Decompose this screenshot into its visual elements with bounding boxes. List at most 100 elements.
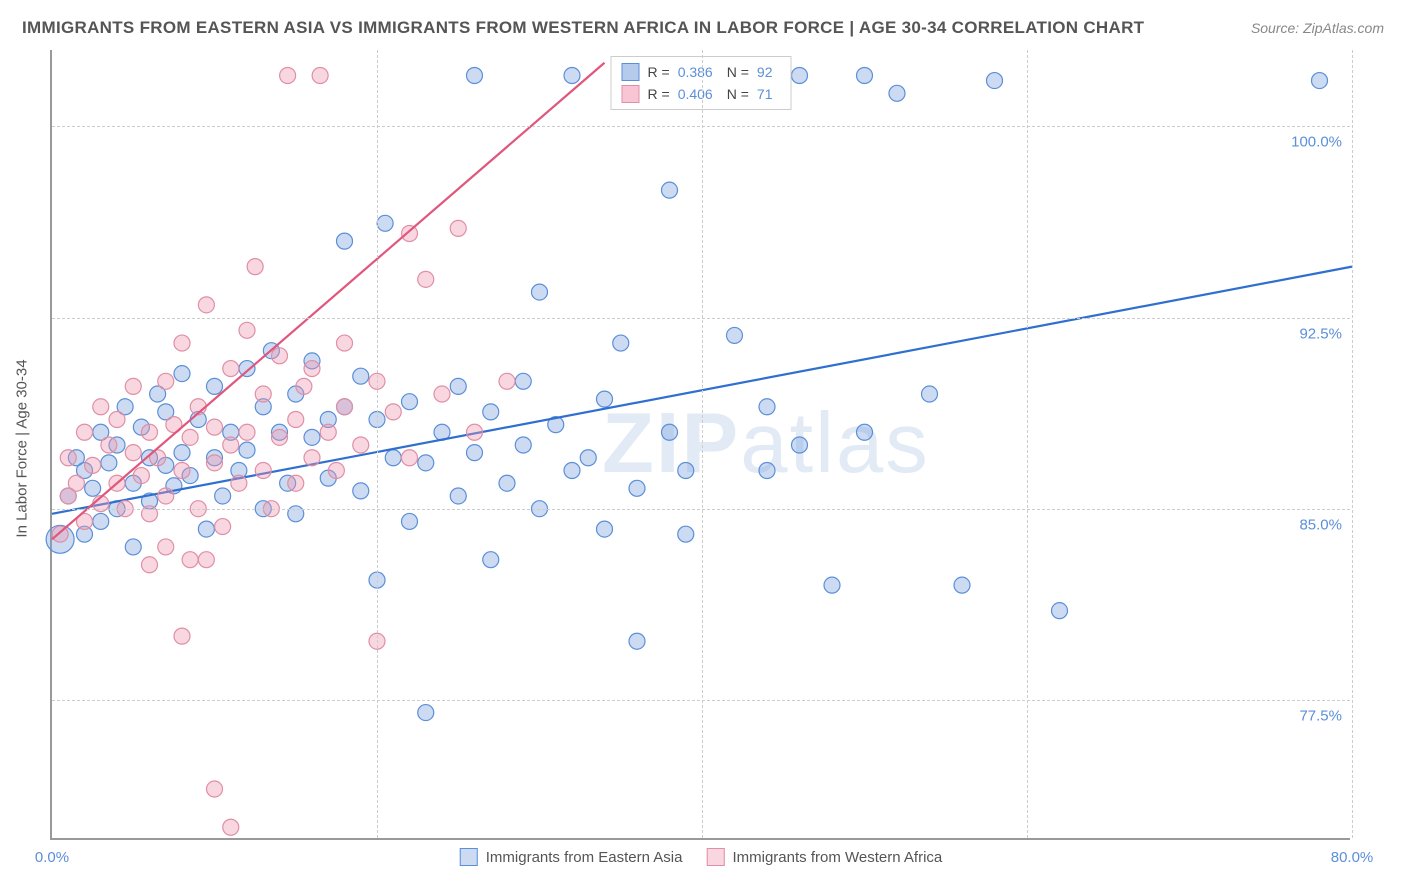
scatter-point — [174, 366, 190, 382]
scatter-point — [1312, 73, 1328, 89]
plot-svg — [52, 50, 1350, 838]
scatter-point — [312, 67, 328, 83]
legend-correlation: R =0.386N =92R =0.406N =71 — [611, 56, 792, 110]
legend-n-value: 92 — [757, 61, 773, 83]
scatter-point — [182, 552, 198, 568]
scatter-point — [231, 475, 247, 491]
scatter-point — [93, 399, 109, 415]
scatter-point — [272, 348, 288, 364]
source-label: Source: ZipAtlas.com — [1251, 20, 1384, 36]
scatter-point — [93, 513, 109, 529]
scatter-point — [385, 450, 401, 466]
y-tick-label: 100.0% — [1291, 134, 1342, 151]
scatter-point — [215, 488, 231, 504]
scatter-point — [434, 386, 450, 402]
gridline-horizontal — [52, 509, 1350, 510]
scatter-point — [792, 67, 808, 83]
plot-area: ZIPatlas R =0.386N =92R =0.406N =71 Immi… — [50, 50, 1350, 840]
legend-swatch — [622, 85, 640, 103]
scatter-point — [158, 373, 174, 389]
scatter-point — [223, 819, 239, 835]
scatter-point — [402, 513, 418, 529]
gridline-vertical — [702, 50, 703, 838]
scatter-point — [125, 445, 141, 461]
scatter-point — [198, 297, 214, 313]
scatter-point — [239, 442, 255, 458]
x-tick-label: 80.0% — [1331, 849, 1374, 866]
scatter-point — [954, 577, 970, 593]
scatter-point — [174, 445, 190, 461]
scatter-point — [304, 361, 320, 377]
scatter-point — [402, 225, 418, 241]
scatter-point — [857, 67, 873, 83]
scatter-point — [483, 404, 499, 420]
scatter-point — [207, 781, 223, 797]
scatter-point — [1052, 603, 1068, 619]
scatter-point — [337, 335, 353, 351]
scatter-point — [613, 335, 629, 351]
scatter-point — [450, 378, 466, 394]
scatter-point — [662, 182, 678, 198]
y-axis-label: In Labor Force | Age 30-34 — [14, 359, 31, 537]
scatter-point — [142, 424, 158, 440]
scatter-point — [158, 539, 174, 555]
scatter-point — [207, 419, 223, 435]
scatter-point — [678, 462, 694, 478]
scatter-point — [125, 378, 141, 394]
legend-swatch — [622, 63, 640, 81]
legend-label: Immigrants from Western Africa — [732, 849, 942, 866]
scatter-point — [597, 521, 613, 537]
scatter-point — [239, 361, 255, 377]
scatter-point — [564, 462, 580, 478]
scatter-point — [125, 539, 141, 555]
scatter-point — [564, 67, 580, 83]
scatter-point — [418, 705, 434, 721]
scatter-point — [499, 373, 515, 389]
y-tick-label: 77.5% — [1299, 707, 1342, 724]
scatter-point — [580, 450, 596, 466]
scatter-point — [337, 399, 353, 415]
scatter-point — [207, 455, 223, 471]
legend-label: Immigrants from Eastern Asia — [486, 849, 683, 866]
legend-n-label: N = — [727, 83, 749, 105]
legend-correlation-row: R =0.406N =71 — [622, 83, 781, 105]
scatter-point — [68, 475, 84, 491]
scatter-point — [296, 378, 312, 394]
scatter-point — [198, 552, 214, 568]
scatter-point — [857, 424, 873, 440]
scatter-point — [109, 412, 125, 428]
scatter-point — [320, 424, 336, 440]
scatter-point — [60, 450, 76, 466]
scatter-point — [77, 424, 93, 440]
scatter-point — [198, 521, 214, 537]
scatter-point — [223, 437, 239, 453]
scatter-point — [727, 327, 743, 343]
scatter-point — [304, 429, 320, 445]
scatter-point — [207, 378, 223, 394]
legend-correlation-row: R =0.386N =92 — [622, 61, 781, 83]
legend-n-label: N = — [727, 61, 749, 83]
scatter-point — [85, 480, 101, 496]
scatter-point — [499, 475, 515, 491]
scatter-point — [288, 412, 304, 428]
scatter-point — [353, 368, 369, 384]
legend-swatch — [706, 848, 724, 866]
scatter-point — [101, 455, 117, 471]
scatter-point — [678, 526, 694, 542]
scatter-point — [353, 437, 369, 453]
gridline-vertical — [377, 50, 378, 838]
scatter-point — [629, 480, 645, 496]
gridline-horizontal — [52, 700, 1350, 701]
scatter-point — [101, 437, 117, 453]
legend-item: Immigrants from Eastern Asia — [460, 848, 683, 866]
legend-n-value: 71 — [757, 83, 773, 105]
scatter-point — [385, 404, 401, 420]
scatter-point — [792, 437, 808, 453]
legend-item: Immigrants from Western Africa — [706, 848, 942, 866]
scatter-point — [328, 462, 344, 478]
scatter-point — [467, 424, 483, 440]
scatter-point — [223, 361, 239, 377]
scatter-point — [889, 85, 905, 101]
gridline-horizontal — [52, 318, 1350, 319]
legend-swatch — [460, 848, 478, 866]
